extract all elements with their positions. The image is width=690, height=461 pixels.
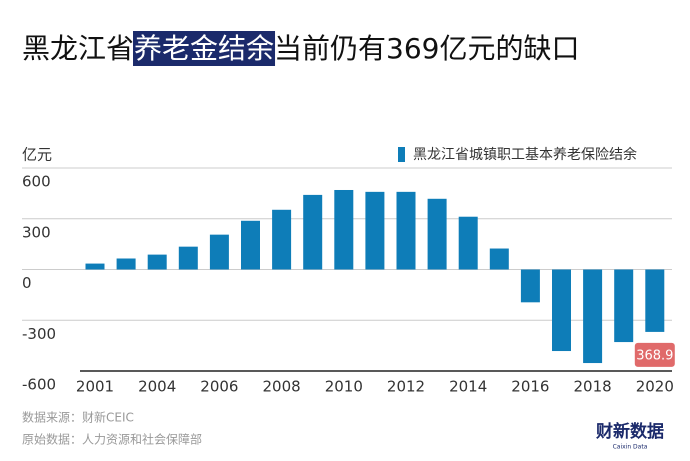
x-tick-label: 2012 — [387, 378, 425, 396]
y-tick-label: -600 — [22, 376, 56, 394]
bar — [334, 189, 354, 270]
bar — [489, 248, 509, 270]
y-axis-label: 亿元 — [22, 146, 52, 164]
bar — [583, 269, 603, 364]
bar — [396, 191, 416, 270]
bar — [272, 209, 292, 270]
x-tick-label: 2018 — [574, 378, 612, 396]
bar — [365, 191, 385, 270]
legend-label: 黑龙江省城镇职工基本养老保险结余 — [413, 146, 637, 163]
logo: 财新数据 — [595, 421, 664, 442]
y-tick-label: 300 — [22, 223, 51, 241]
x-tick-label: 2010 — [325, 378, 363, 396]
bar — [520, 269, 540, 303]
bar — [241, 220, 260, 270]
bar — [116, 258, 136, 270]
bar — [178, 246, 198, 270]
title-part: 养老金结余 — [134, 32, 274, 65]
bar — [552, 269, 571, 352]
y-tick-label: -300 — [22, 325, 56, 343]
original-source: 原始数据：人力资源和社会保障部 — [22, 432, 202, 447]
title-highlight — [133, 31, 276, 66]
y-tick-label: 600 — [22, 173, 51, 191]
x-tick-label: 2016 — [511, 378, 549, 396]
source: 数据来源：财新CEIC — [22, 410, 134, 425]
logo-sub: Caixin Data — [613, 444, 648, 451]
x-tick-label: 2020 — [636, 378, 674, 396]
y-tick-label: 0 — [22, 274, 32, 292]
title-part: 黑龙江省 — [22, 32, 134, 65]
bar — [303, 194, 323, 270]
bar — [614, 269, 634, 343]
bar — [645, 269, 665, 332]
bar — [85, 263, 105, 270]
bar — [458, 216, 478, 270]
title-part: 当前仍有369亿元的缺口 — [274, 32, 579, 65]
bar — [209, 234, 229, 270]
x-tick-label: 2001 — [76, 378, 114, 396]
x-tick-label: 2014 — [449, 378, 487, 396]
x-tick-label: 2004 — [138, 378, 176, 396]
x-tick-label: 2008 — [263, 378, 301, 396]
chart-title: 黑龙江省养老金结余当前仍有369亿元的缺口 — [22, 32, 579, 65]
value-label-box — [634, 342, 675, 367]
bar — [427, 198, 447, 270]
x-tick-label: 2006 — [200, 378, 238, 396]
legend-swatch — [398, 147, 405, 162]
value-label: 368.9 — [636, 348, 673, 363]
bar — [147, 254, 167, 270]
